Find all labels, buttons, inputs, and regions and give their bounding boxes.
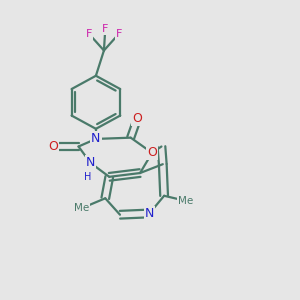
Text: F: F [116, 29, 122, 39]
Text: F: F [102, 24, 109, 34]
Text: Me: Me [178, 196, 193, 206]
Text: O: O [48, 140, 58, 153]
Text: N: N [91, 132, 101, 146]
Text: F: F [86, 29, 92, 39]
Text: H: H [84, 172, 91, 182]
Text: Me: Me [74, 203, 89, 213]
Text: O: O [132, 112, 142, 125]
Text: N: N [86, 156, 95, 170]
Text: N: N [145, 207, 154, 220]
Text: O: O [147, 146, 157, 159]
